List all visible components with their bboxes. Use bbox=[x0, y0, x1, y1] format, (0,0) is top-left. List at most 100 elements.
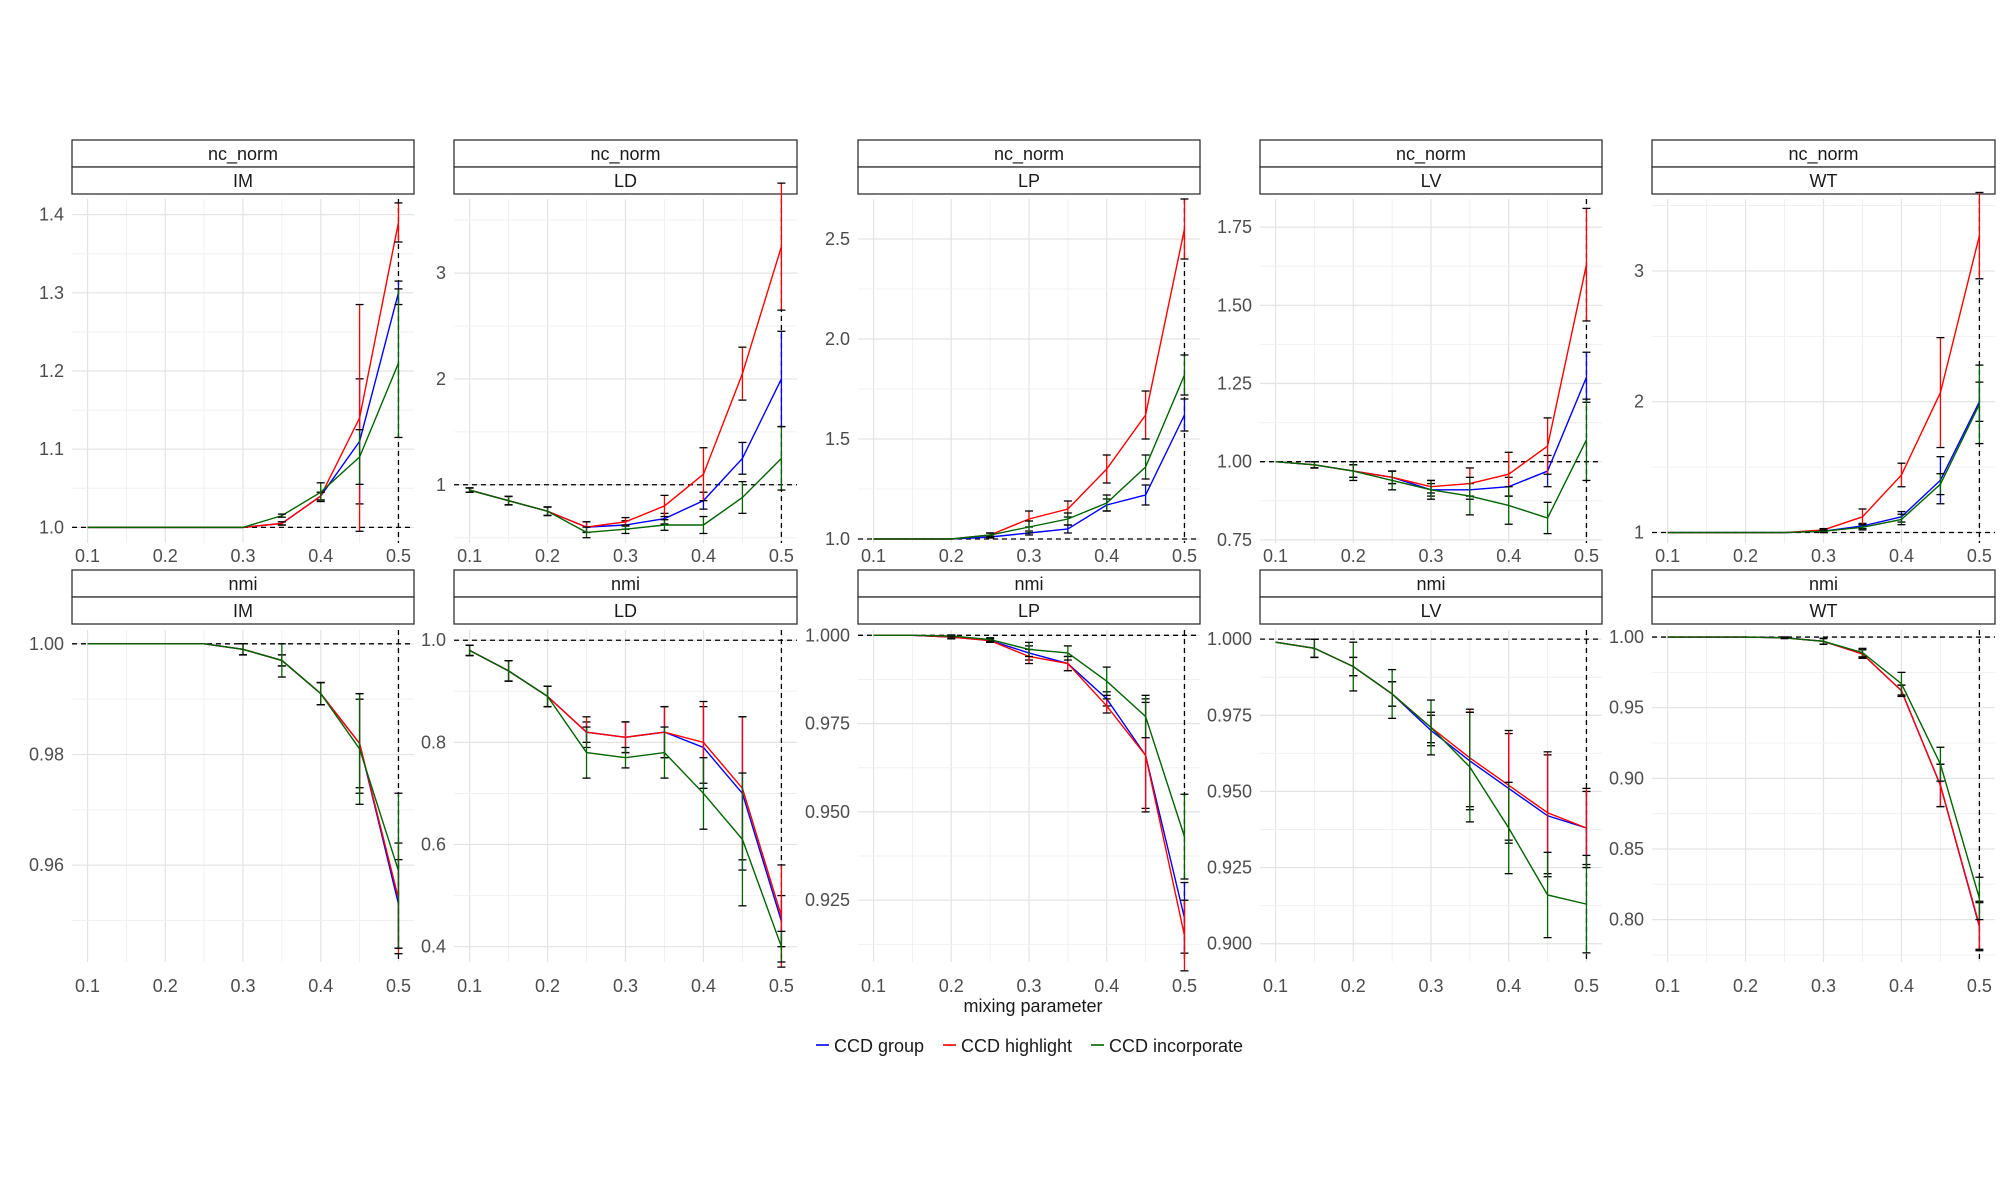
error-bar bbox=[738, 772, 747, 907]
panel-nmi-lv: nmi LV 0.900 0.925 0.950 0.975 1.000 0.1 0.2 0.3 0… bbox=[1207, 569, 1603, 996]
strip-metric bbox=[1259, 569, 1603, 598]
x-tick-label: 0.1 bbox=[75, 546, 100, 566]
error-bar bbox=[1936, 473, 1945, 496]
error-bar bbox=[1388, 470, 1397, 491]
series-ccd-incorporate bbox=[1667, 636, 1984, 921]
error-bar bbox=[1180, 354, 1189, 396]
panel-nmi-wt: nmi WT 0.80 0.85 0.90 0.95 1.00 0.1 0.2 0.3 0.4 0.5 bbox=[1609, 569, 1996, 996]
error-bar bbox=[1780, 636, 1789, 640]
strip-graph-label: LP bbox=[1018, 171, 1040, 191]
y-tick-label: 0.85 bbox=[1609, 839, 1644, 859]
x-tick-label: 0.2 bbox=[153, 546, 178, 566]
x-tick-label: 0.2 bbox=[1733, 976, 1758, 996]
series-ccd-incorporate bbox=[465, 644, 786, 963]
panel-nc-norm-lv: nc_norm LV 0.75 1.00 1.25 1.50 1.75 0.1 0.2 0.3 0.… bbox=[1217, 139, 1603, 566]
gridlines bbox=[1260, 199, 1602, 543]
strip-graph-label: WT bbox=[1810, 601, 1838, 621]
x-tick-label: 0.4 bbox=[1889, 976, 1914, 996]
strip-metric-label: nmi bbox=[611, 574, 640, 594]
error-bar bbox=[699, 447, 708, 502]
y-tick-label: 0.4 bbox=[421, 937, 446, 957]
error-bar bbox=[1180, 793, 1189, 880]
x-tick-label: 0.5 bbox=[386, 976, 411, 996]
strip-metric-label: nmi bbox=[1014, 574, 1043, 594]
error-bar bbox=[239, 643, 247, 656]
y-tick-label: 0.925 bbox=[1207, 858, 1252, 878]
y-tick-label: 1.75 bbox=[1217, 217, 1252, 237]
error-bar bbox=[1975, 191, 1984, 280]
x-tick-label: 0.3 bbox=[1016, 546, 1041, 566]
x-tick-label: 0.3 bbox=[613, 976, 638, 996]
legend-label: CCD group bbox=[834, 1036, 924, 1056]
y-tick-label: 1.00 bbox=[1609, 627, 1644, 647]
error-bar bbox=[738, 346, 747, 401]
y-tick-label: 1.00 bbox=[29, 634, 64, 654]
x-tick-label: 0.3 bbox=[613, 546, 638, 566]
error-bar bbox=[1310, 638, 1319, 659]
series-line bbox=[87, 362, 400, 529]
legend-item-ccd-highlight: CCD highlight bbox=[943, 1036, 1072, 1056]
error-bar bbox=[1349, 461, 1358, 482]
x-tick-label: 0.5 bbox=[1172, 976, 1197, 996]
strip-metric-label: nc_norm bbox=[1788, 144, 1858, 165]
x-tick-label: 0.5 bbox=[1574, 546, 1599, 566]
strip-graph bbox=[1651, 166, 1996, 195]
y-tick-label: 0.95 bbox=[1609, 698, 1644, 718]
strip-metric-label: nmi bbox=[1416, 574, 1445, 594]
x-tick-label: 0.3 bbox=[1016, 976, 1041, 996]
error-bar bbox=[582, 726, 591, 779]
x-tick-label: 0.1 bbox=[1263, 976, 1288, 996]
legend-label: CCD incorporate bbox=[1109, 1036, 1243, 1056]
error-bar bbox=[1102, 666, 1111, 696]
error-bar bbox=[1180, 899, 1189, 972]
error-bar bbox=[1025, 520, 1033, 534]
y-tick-label: 1.5 bbox=[825, 429, 850, 449]
error-bar bbox=[355, 692, 364, 805]
error-bar bbox=[1141, 484, 1150, 506]
error-bar bbox=[1349, 641, 1358, 692]
series-ccd-incorporate bbox=[87, 288, 403, 529]
error-bar bbox=[277, 521, 286, 526]
strip-graph bbox=[71, 166, 415, 195]
error-bar bbox=[504, 495, 513, 506]
x-tick-label: 0.5 bbox=[1172, 546, 1197, 566]
y-tick-label: 0.80 bbox=[1609, 910, 1644, 930]
x-tick-label: 0.5 bbox=[1967, 976, 1992, 996]
y-tick-label: 0.75 bbox=[1217, 530, 1252, 550]
strip-metric bbox=[1651, 139, 1996, 168]
x-tick-label: 0.4 bbox=[1889, 546, 1914, 566]
error-bar bbox=[1141, 454, 1150, 480]
x-tick-label: 0.3 bbox=[230, 546, 255, 566]
error-bar bbox=[1897, 513, 1906, 526]
legend-label: CCD highlight bbox=[961, 1036, 1072, 1056]
error-bar bbox=[660, 519, 669, 531]
x-tick-label: 0.5 bbox=[769, 976, 794, 996]
error-bar bbox=[699, 515, 708, 535]
error-bar bbox=[1465, 711, 1474, 823]
error-bar bbox=[621, 524, 630, 535]
strip-graph bbox=[71, 596, 415, 625]
y-tick-label: 0.950 bbox=[805, 802, 850, 822]
y-tick-label: 1.0 bbox=[825, 529, 850, 549]
legend: CCD group CCD highlight CCD incorporate bbox=[816, 1036, 1243, 1056]
x-tick-label: 0.2 bbox=[535, 546, 560, 566]
y-tick-label: 1.0 bbox=[421, 630, 446, 650]
error-bar bbox=[777, 425, 786, 491]
x-tick-label: 0.1 bbox=[1655, 976, 1680, 996]
x-tick-label: 0.3 bbox=[1811, 546, 1836, 566]
x-tick-label: 0.1 bbox=[1263, 546, 1288, 566]
error-bar bbox=[277, 643, 286, 678]
strip-graph-label: LV bbox=[1421, 171, 1442, 191]
error-bar bbox=[986, 637, 995, 642]
strip-graph-label: IM bbox=[233, 601, 253, 621]
error-bar bbox=[660, 494, 669, 518]
y-tick-label: 0.975 bbox=[805, 714, 850, 734]
panel-nmi-im: nmi IM 0.96 0.98 1.00 0.1 0.2 0.3 0.4 0.5 bbox=[29, 569, 415, 996]
y-tick-label: 2 bbox=[1634, 392, 1644, 412]
x-tick-label: 0.5 bbox=[1574, 976, 1599, 996]
error-bar bbox=[316, 681, 325, 706]
error-bar bbox=[543, 506, 552, 517]
y-tick-label: 0.925 bbox=[805, 890, 850, 910]
y-tick-label: 3 bbox=[436, 263, 446, 283]
x-tick-label: 0.4 bbox=[691, 976, 716, 996]
